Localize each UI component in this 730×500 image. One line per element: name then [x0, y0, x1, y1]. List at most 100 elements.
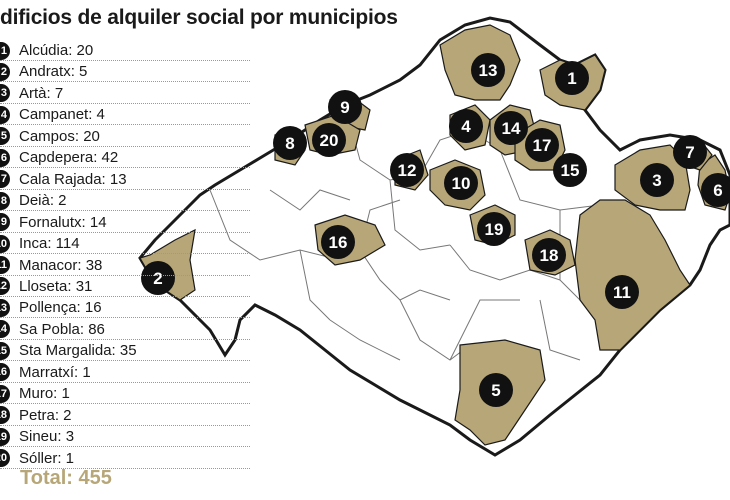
- legend-divider: [0, 210, 250, 212]
- marker-label: 11: [613, 283, 631, 302]
- legend-divider: [0, 102, 250, 104]
- marker-label: 8: [285, 134, 294, 153]
- marker-circle: [471, 53, 505, 87]
- marker-circle: [479, 373, 513, 407]
- legend-label: Sóller: 1: [19, 449, 75, 467]
- legend-number-badge: 17: [0, 384, 10, 403]
- legend-item: 2 Andratx: 5: [0, 61, 87, 82]
- marker-circle: [449, 109, 483, 143]
- legend-divider: [0, 338, 250, 340]
- legend-number-badge: 16: [0, 363, 10, 382]
- legend-item: 9 Fornalutx: 14: [0, 212, 107, 233]
- legend-item: 10 Inca: 114: [0, 233, 80, 254]
- legend-divider: [0, 274, 250, 276]
- legend-item: 15 Sta Margalida: 35: [0, 340, 137, 361]
- legend-label: Alcúdia: 20: [19, 42, 94, 59]
- marker-circle: [321, 225, 355, 259]
- legend-label: Sineu: 3: [19, 428, 75, 446]
- legend-number-badge: 14: [0, 320, 10, 339]
- marker-circle: [525, 128, 559, 162]
- marker-circle: [553, 153, 587, 187]
- marker-circle: [494, 111, 528, 145]
- legend-divider: [0, 145, 250, 147]
- legend-item: 7 Cala Rajada: 13: [0, 169, 127, 190]
- legend-number-badge: 19: [0, 427, 10, 446]
- map-title: dificios de alquiler social por municipi…: [0, 6, 398, 29]
- legend-divider: [0, 253, 250, 255]
- region-manacor: [574, 199, 691, 351]
- marker-circle: [701, 173, 730, 207]
- legend-label: Manacor: 38: [19, 256, 103, 274]
- legend-number-badge: 2: [0, 62, 10, 81]
- marker-label: 6: [713, 181, 722, 200]
- legend-divider: [0, 317, 250, 319]
- marker-label: 2: [153, 269, 162, 288]
- legend-label: Muro: 1: [19, 385, 70, 403]
- legend-number-badge: 18: [0, 406, 10, 425]
- legend-item: 6 Capdepera: 42: [0, 147, 118, 168]
- legend-item: 16 Marratxí: 1: [0, 362, 91, 383]
- legend-label: Fornalutx: 14: [19, 213, 107, 231]
- legend-divider: [0, 446, 250, 448]
- legend-item: 14 Sa Pobla: 86: [0, 319, 105, 340]
- legend-divider: [0, 403, 250, 405]
- legend-divider: [0, 424, 250, 426]
- marker-label: 1: [567, 69, 576, 88]
- marker-label: 7: [685, 143, 694, 162]
- legend-label: Campanet: 4: [19, 106, 105, 124]
- marker-label: 16: [329, 233, 348, 252]
- legend-label: Sta Margalida: 35: [19, 342, 137, 360]
- marker-label: 19: [485, 220, 504, 239]
- legend-item: 17 Muro: 1: [0, 383, 70, 404]
- legend-label: Campos: 20: [19, 127, 100, 145]
- legend-item: 5 Campos: 20: [0, 126, 100, 147]
- marker-circle: [312, 123, 346, 157]
- marker-label: 20: [320, 131, 339, 150]
- legend-item: 11 Manacor: 38: [0, 255, 102, 276]
- legend-number-badge: 20: [0, 449, 10, 468]
- marker-label: 12: [398, 161, 417, 180]
- legend-label: Deià: 2: [19, 192, 67, 210]
- legend-divider: [0, 124, 250, 126]
- marker-circle: [673, 135, 707, 169]
- legend-divider: [0, 467, 250, 469]
- legend-item: 1 Alcúdia: 20: [0, 40, 93, 61]
- legend-label: Capdepera: 42: [19, 149, 119, 167]
- marker-label: 5: [491, 381, 500, 400]
- legend-number-badge: 9: [0, 213, 10, 232]
- legend-number-badge: 3: [0, 84, 10, 103]
- marker-circle: [273, 126, 307, 160]
- legend-divider: [0, 81, 250, 83]
- marker-label: 3: [652, 171, 661, 190]
- legend-number-badge: 8: [0, 191, 10, 210]
- legend-number-badge: 12: [0, 277, 10, 296]
- legend-number-badge: 6: [0, 148, 10, 167]
- marker-circle: [555, 61, 589, 95]
- marker-circle: [141, 261, 175, 295]
- marker-label: 15: [561, 161, 580, 180]
- island-outline: [138, 16, 730, 457]
- legend-number-badge: 5: [0, 127, 10, 146]
- total-label: Total: 455: [20, 467, 112, 489]
- marker-label: 10: [452, 174, 471, 193]
- legend-divider: [0, 60, 250, 61]
- legend-label: Marratxí: 1: [19, 363, 91, 381]
- legend-label: Cala Rajada: 13: [19, 170, 127, 188]
- legend-divider: [0, 231, 250, 233]
- marker-circle: [532, 238, 566, 272]
- marker-label: 4: [461, 117, 471, 136]
- legend-label: Petra: 2: [19, 406, 72, 424]
- marker-circle: [477, 212, 511, 246]
- legend-item: 13 Pollença: 16: [0, 297, 102, 318]
- legend-divider: [0, 167, 250, 169]
- legend-number-badge: 10: [0, 234, 10, 253]
- legend-label: Lloseta: 31: [19, 277, 93, 295]
- legend-number-badge: 4: [0, 105, 10, 124]
- legend-item: 19 Sineu: 3: [0, 426, 74, 447]
- legend-divider: [0, 381, 250, 383]
- marker-label: 17: [533, 136, 552, 155]
- legend-number-badge: 7: [0, 170, 10, 189]
- legend-label: Inca: 114: [19, 235, 80, 253]
